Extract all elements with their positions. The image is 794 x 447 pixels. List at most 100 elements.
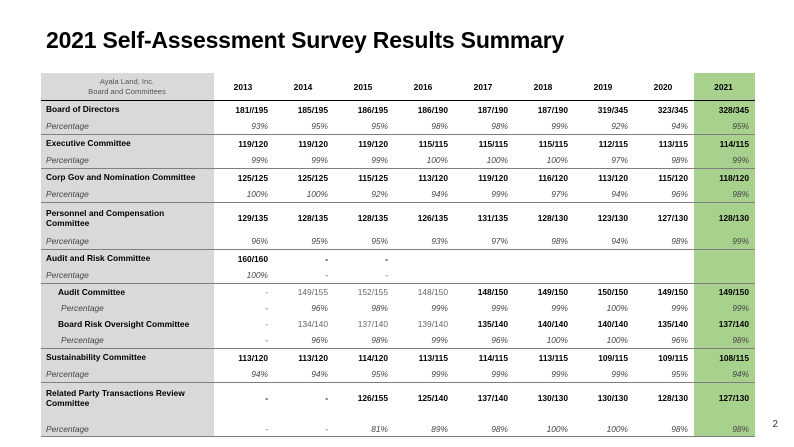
score-cell: 137/140 — [454, 382, 514, 413]
percentage-cell: 99% — [611, 369, 628, 379]
year-header-highlighted: 2021 — [694, 73, 755, 101]
committee-name: Board Risk Oversight Committee — [41, 316, 214, 332]
percentage-label: Percentage — [41, 300, 214, 316]
year-header: 2020 — [634, 73, 694, 101]
percentage-row: Percentage 96% 95% 95% 93% 97% 98% 94% 98% 99% — [41, 233, 755, 250]
percentage-cell — [454, 267, 514, 284]
score-cell: 137/140 — [694, 316, 755, 332]
committee-row: Audit and Risk Committee 160/160- - — [41, 249, 755, 267]
percentage-row: Percentage - 96% 98% 99% 99% 99% 100% 99% 99% — [41, 300, 755, 316]
score-cell: 140/140 — [597, 319, 628, 329]
percentage-cell: 99% — [491, 189, 508, 199]
score-cell: 115/125 — [334, 168, 394, 186]
score-cell: 109/115 — [634, 348, 694, 366]
percentage-cell: 93% — [251, 121, 268, 131]
score-cell — [514, 249, 574, 267]
committee-name: Executive Committee — [41, 134, 214, 152]
percentage-cell: 96% — [311, 303, 328, 313]
year-header: 2017 — [454, 73, 514, 101]
percentage-cell: - — [325, 270, 328, 280]
score-cell: 131/135 — [454, 202, 514, 233]
committee-name: Sustainability Committee — [41, 348, 214, 366]
percentage-cell: 100% — [606, 335, 628, 345]
score-cell: 129/135 — [214, 202, 274, 233]
score-cell: 186/190 — [417, 104, 448, 115]
percentage-label: Percentage — [41, 152, 214, 169]
score-cell: 114/115 — [454, 348, 514, 366]
percentage-cell: 96% — [251, 236, 268, 246]
score-cell — [574, 249, 634, 267]
percentage-cell: 97% — [551, 189, 568, 199]
header-label-cell: Ayala Land, Inc. Board and Committees — [41, 73, 214, 101]
header-row: Ayala Land, Inc. Board and Committees 20… — [41, 73, 755, 101]
percentage-cell: 99% — [491, 369, 508, 379]
percentage-cell: 96% — [671, 335, 688, 345]
score-cell — [694, 249, 755, 267]
score-cell: 115/115 — [514, 134, 574, 152]
percentage-cell: 95% — [694, 118, 755, 135]
year-header: 2018 — [514, 73, 574, 101]
percentage-cell: 94% — [611, 236, 628, 246]
committee-row: Personnel and Compensation Committee 129/… — [41, 202, 755, 233]
percentage-cell: 98% — [694, 413, 755, 437]
year-header: 2019 — [574, 73, 634, 101]
percentage-cell: 100% — [546, 335, 568, 345]
score-cell: 186/195 — [357, 104, 388, 115]
percentage-cell: 100% — [246, 189, 268, 199]
score-cell: 130/130 — [514, 382, 574, 413]
percentage-label: Percentage — [41, 366, 214, 383]
score-cell: 114/120 — [334, 348, 394, 366]
score-cell: 119/120 — [214, 134, 274, 152]
committee-row: Sustainability Committee 113/120 113/120 11… — [41, 348, 755, 366]
percentage-cell: 99% — [694, 233, 755, 250]
percentage-cell: 96% — [491, 335, 508, 345]
percentage-cell: - — [265, 303, 268, 313]
percentage-cell: 95% — [371, 121, 388, 131]
score-cell: 125/125 — [274, 168, 334, 186]
percentage-cell: 94% — [694, 366, 755, 383]
score-cell: 128/135 — [274, 202, 334, 233]
percentage-cell: 98% — [694, 186, 755, 203]
committee-row: Related Party Transactions Review Commit… — [41, 382, 755, 413]
committee-name: Board of Directors — [41, 100, 214, 118]
percentage-cell: 81% — [334, 413, 394, 437]
committee-name: Audit and Risk Committee — [41, 249, 214, 267]
percentage-cell: - — [385, 270, 388, 280]
percentage-row: Percentage - -81% 89% 98% 100% 100% 98% 98% — [41, 413, 755, 437]
percentage-cell: 98% — [694, 332, 755, 349]
percentage-cell — [634, 267, 694, 284]
percentage-cell: 99% — [694, 152, 755, 169]
score-cell: 150/150 — [574, 283, 634, 300]
score-cell: 187/190 — [477, 104, 508, 115]
year-header: 2016 — [394, 73, 454, 101]
percentage-cell: 95% — [671, 369, 688, 379]
score-cell: 128/135 — [334, 202, 394, 233]
committee-row: Executive Committee 119/120 119/120 119/120… — [41, 134, 755, 152]
percentage-label: Percentage — [41, 233, 214, 250]
percentage-cell: 100% — [246, 270, 268, 280]
score-cell: - — [334, 249, 394, 267]
percentage-cell: 98% — [491, 121, 508, 131]
percentage-cell: 99% — [551, 121, 568, 131]
year-header: 2014 — [274, 73, 334, 101]
score-cell: 127/130 — [694, 382, 755, 413]
percentage-cell: 99% — [311, 155, 328, 165]
score-cell: 119/120 — [334, 134, 394, 152]
percentage-cell: 95% — [311, 121, 328, 131]
score-cell: 112/115 — [574, 134, 634, 152]
percentage-cell: 98% — [634, 413, 694, 437]
committee-name: Corp Gov and Nomination Committee — [41, 168, 214, 186]
percentage-cell: 99% — [251, 155, 268, 165]
score-cell: - — [274, 249, 334, 267]
percentage-cell: 98% — [454, 413, 514, 437]
score-cell: 134/140 — [297, 319, 328, 329]
percentage-cell: 95% — [371, 369, 388, 379]
percentage-cell: 99% — [671, 303, 688, 313]
score-cell: 114/115 — [694, 134, 755, 152]
percentage-row: Percentage 99% 99% 99% 100% 100% 100% 97% 98% 99% — [41, 152, 755, 169]
score-cell: 115/115 — [454, 134, 514, 152]
score-cell — [394, 249, 454, 267]
percentage-cell: 97% — [491, 236, 508, 246]
percentage-cell: - — [265, 335, 268, 345]
percentage-cell: 98% — [431, 121, 448, 131]
